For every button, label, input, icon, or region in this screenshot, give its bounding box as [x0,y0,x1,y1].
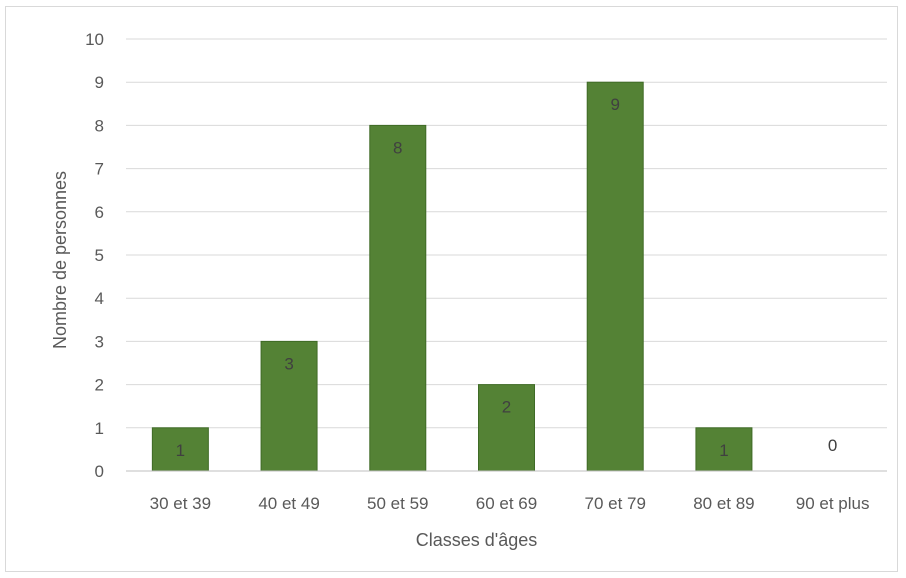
y-tick-label: 6 [95,203,104,222]
bar [151,427,209,472]
y-axis-ticks: 0 1 2 3 4 5 6 7 8 9 10 [85,30,104,481]
x-tick-label: 60 et 69 [476,494,537,513]
y-tick-label: 5 [95,246,104,265]
bar [478,384,535,472]
data-label: 0 [828,436,837,455]
y-tick-label: 7 [95,160,104,179]
data-label: 9 [610,95,619,114]
y-tick-label: 3 [95,332,104,351]
y-axis-title: Nombre de personnes [50,171,70,349]
data-label: 3 [284,354,293,373]
x-axis-ticks: 30 et 39 40 et 49 50 et 59 60 et 69 70 et 79… [150,494,870,513]
bars [151,81,753,472]
x-tick-label: 40 et 49 [258,494,319,513]
x-axis-title: Classes d'âges [416,530,538,550]
y-tick-label: 9 [95,73,104,92]
y-tick-label: 2 [95,376,104,395]
data-labels: 1 3 8 2 9 1 0 [176,95,838,460]
x-tick-label: 80 et 89 [693,494,754,513]
bar [586,81,644,472]
x-tick-label: 50 et 59 [367,494,428,513]
gridlines [126,38,887,429]
x-tick-label: 30 et 39 [150,494,211,513]
data-label: 2 [502,398,511,417]
y-tick-label: 10 [85,30,104,49]
bar [695,427,753,472]
y-tick-label: 4 [95,289,104,308]
data-label: 1 [176,441,185,460]
data-label: 8 [393,138,402,157]
bar [369,124,427,472]
data-label: 1 [719,441,728,460]
x-tick-label: 70 et 79 [584,494,645,513]
y-tick-label: 1 [95,419,104,438]
x-tick-label: 90 et plus [796,494,870,513]
y-tick-label: 0 [95,462,104,481]
y-tick-label: 8 [95,116,104,135]
chart-frame [5,6,898,572]
